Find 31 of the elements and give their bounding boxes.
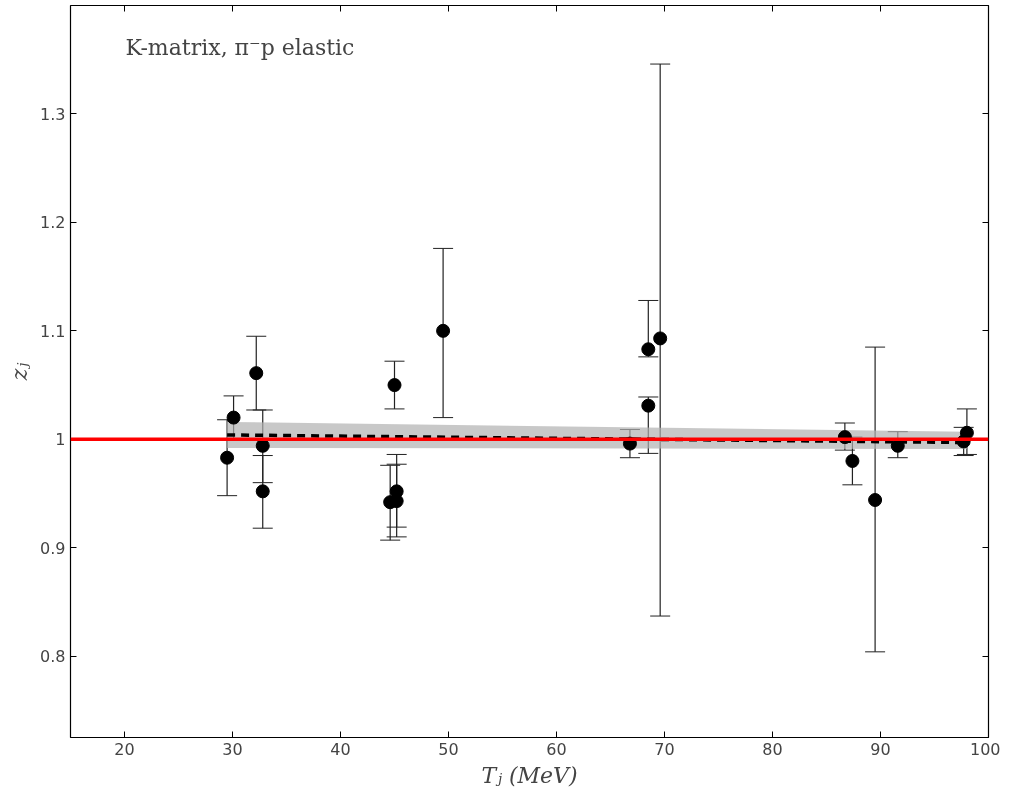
x-tick-label: 30 [222, 739, 243, 759]
point [653, 331, 668, 346]
x-tick-label: 40 [330, 739, 351, 759]
point [641, 342, 656, 357]
point [868, 493, 883, 507]
point [249, 366, 264, 381]
point [389, 484, 404, 499]
point [845, 453, 860, 468]
x-tick-label: 60 [546, 739, 567, 759]
x-tick-label: 80 [762, 739, 783, 759]
point [959, 425, 974, 440]
point [220, 450, 235, 465]
x-tick-label: 90 [870, 739, 891, 759]
y-tick-label: 0.8 [40, 647, 66, 667]
x-tick-label: 70 [654, 739, 675, 759]
x-axis-title: Tⱼ (MeV) [481, 762, 578, 788]
point [641, 398, 656, 413]
y-axis-title: zⱼ [7, 362, 33, 382]
point [226, 410, 241, 425]
point [387, 378, 402, 393]
annotation: K-matrix, π⁻p elastic [125, 34, 355, 60]
point [255, 484, 270, 499]
point [436, 323, 451, 338]
y-tick-label: 0.9 [40, 538, 66, 558]
y-tick-label: 1.3 [40, 104, 66, 124]
x-tick-label: 20 [114, 739, 135, 759]
y-tick-label: 1 [55, 430, 66, 450]
y-tick-label: 1.2 [40, 213, 66, 233]
x-tick-label: 100 [969, 739, 1001, 759]
y-tick-label: 1.1 [40, 321, 66, 341]
x-tick-label: 50 [438, 739, 459, 759]
